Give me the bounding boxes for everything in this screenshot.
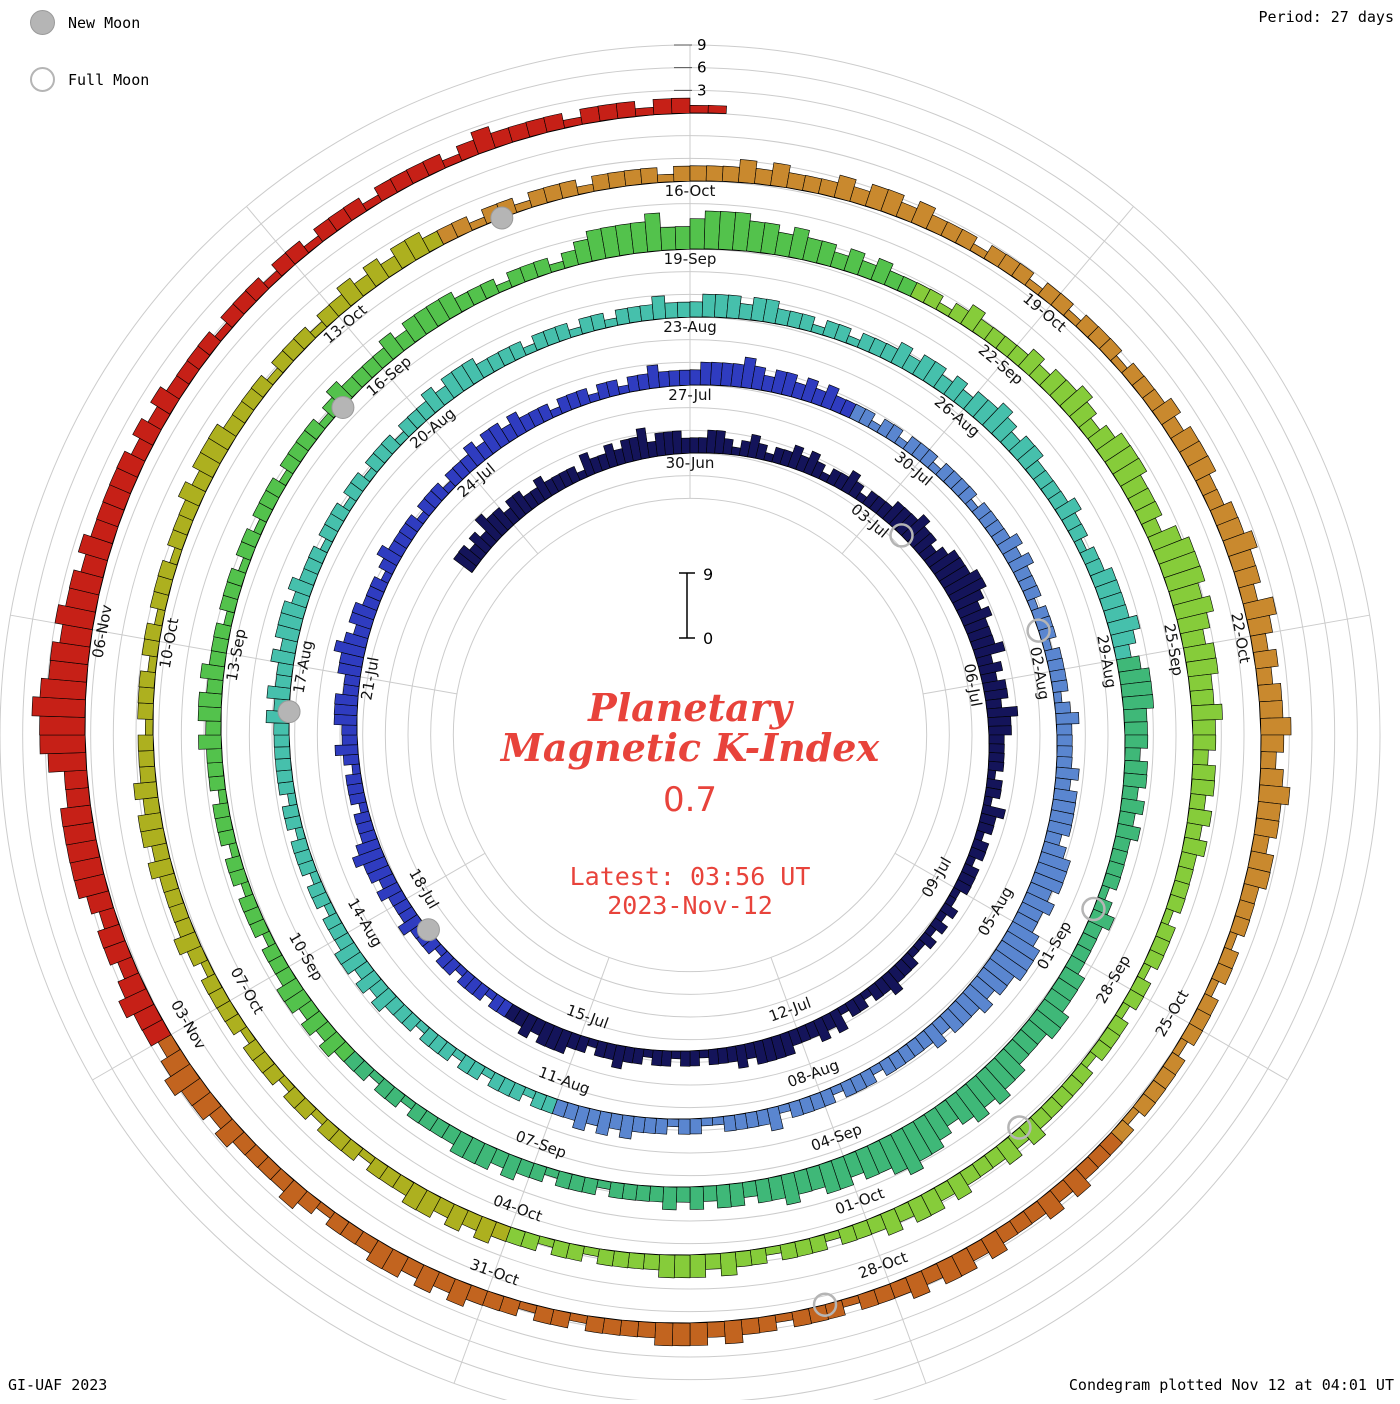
legend-new-moon-label: New Moon [68,14,141,32]
new-moon-marker [331,396,355,420]
svg-text:16-Oct: 16-Oct [665,182,716,200]
full-moon-icon [30,67,55,92]
new-moon-marker [277,700,301,724]
new-moon-marker [416,918,440,942]
svg-text:15-Jul: 15-Jul [564,1001,611,1033]
full-moon-marker [812,1292,838,1317]
legend-full-moon-label: Full Moon [68,71,150,89]
chart-title-line2: Magnetic K-Index [500,725,880,770]
latest-time: Latest: 03:56 UT [569,862,811,891]
chart-title-line1: Planetary [588,685,792,730]
svg-text:23-Aug: 23-Aug [663,318,716,336]
svg-text:30-Jun: 30-Jun [666,454,715,472]
svg-text:04-Sep: 04-Sep [809,1120,865,1155]
center-annotations: Planetary Magnetic K-Index 0.7 Latest: 0… [500,685,880,921]
full-moon-marker [1081,896,1106,922]
svg-text:9: 9 [703,565,713,584]
current-k-value: 0.7 [662,780,718,820]
credit-label: GI-UAF 2023 [8,1376,108,1394]
period-label: Period: 27 days [1258,8,1394,26]
svg-text:28-Oct: 28-Oct [856,1248,910,1282]
moon-markers [277,206,1106,1317]
full-moon-marker [1007,1115,1032,1140]
scale-legend-labels: 90 [703,565,713,648]
new-moon-marker [490,206,514,230]
svg-text:27-Jul: 27-Jul [668,386,711,404]
svg-text:9: 9 [697,36,707,54]
svg-text:3: 3 [697,81,707,99]
full-moon-marker [889,523,914,548]
full-moon-marker [1026,618,1051,643]
new-moon-icon [30,10,55,35]
latest-date: 2023-Nov-12 [607,891,773,920]
svg-text:0: 0 [703,629,713,648]
svg-text:6: 6 [697,59,707,77]
k-bars [31,97,1292,1347]
svg-text:19-Sep: 19-Sep [664,250,717,268]
radial-axis-labels: 3 6 9 [674,36,707,99]
svg-text:08-Aug: 08-Aug [785,1056,841,1091]
scale-legend [679,572,695,639]
plotted-label: Condegram plotted Nov 12 at 04:01 UT [1068,1376,1394,1394]
